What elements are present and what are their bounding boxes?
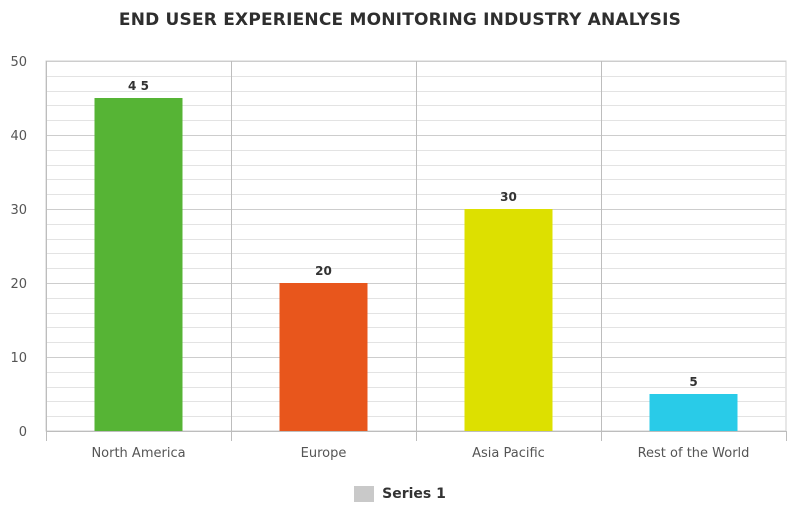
x-tick-label: Asia Pacific <box>472 446 545 461</box>
bar-data-label: 30 <box>500 190 517 204</box>
bar <box>649 394 738 431</box>
bar <box>279 283 368 431</box>
y-tick-label: 10 <box>10 351 27 366</box>
bar <box>464 209 553 431</box>
bar-data-label: 4 5 <box>128 79 149 93</box>
bar-data-label: 20 <box>315 264 332 278</box>
x-tick-label: Rest of the World <box>638 446 750 461</box>
y-tick-label: 50 <box>10 55 27 70</box>
y-tick-label: 0 <box>19 425 27 440</box>
y-tick-label: 30 <box>10 203 27 218</box>
x-tick-label: North America <box>91 446 185 461</box>
y-tick-label: 40 <box>10 129 27 144</box>
legend-label: Series 1 <box>382 486 446 502</box>
axis-layer: 0 10 20 30 40 50 North America Europe Asia Pacif… <box>10 55 787 461</box>
chart-title: END USER EXPERIENCE MONITORING INDUSTRY … <box>118 10 682 30</box>
legend-swatch <box>354 486 375 502</box>
y-tick-label: 20 <box>10 277 27 292</box>
x-tick-label: Europe <box>301 446 347 461</box>
legend: Series 1 <box>0 486 800 502</box>
bar-data-label: 5 <box>689 375 697 389</box>
bar <box>94 98 183 431</box>
bars-layer: 4 5 20 30 5 <box>94 79 738 431</box>
